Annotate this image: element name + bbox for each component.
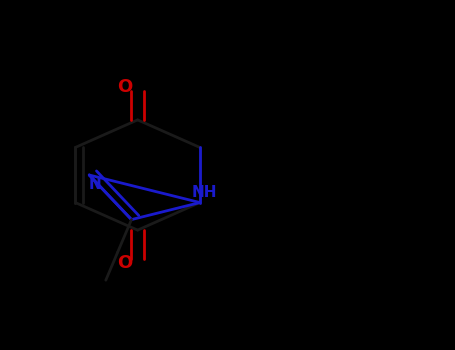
Text: N: N <box>88 177 101 192</box>
Text: O: O <box>117 78 133 96</box>
Text: O: O <box>117 254 133 272</box>
Text: NH: NH <box>192 186 217 201</box>
